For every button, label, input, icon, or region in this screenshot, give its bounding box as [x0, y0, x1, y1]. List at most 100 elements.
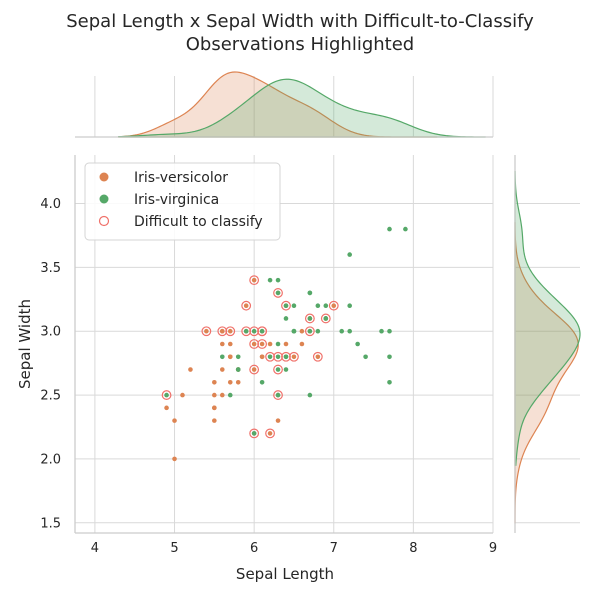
point-virginica [387, 380, 392, 385]
point-virginica [323, 316, 329, 321]
point-difficult [281, 351, 291, 362]
point-virginica [323, 303, 329, 308]
point-versicolor [227, 341, 233, 347]
y-tick-label: 1.5 [40, 516, 61, 531]
right-density-versicolor [514, 222, 579, 524]
point-virginica [387, 354, 392, 360]
point-versicolor [212, 392, 217, 398]
point-versicolor [315, 354, 321, 360]
point-virginica [307, 316, 313, 321]
point-difficult [304, 326, 315, 337]
point-difficult [304, 313, 315, 324]
point-virginica [275, 392, 281, 398]
point-difficult [249, 326, 260, 337]
chart-title-line-2: Observations Highlighted [186, 34, 414, 55]
scatter-points [161, 226, 408, 462]
point-virginica [387, 328, 392, 334]
point-virginica [379, 328, 384, 334]
point-difficult [249, 275, 260, 286]
point-versicolor [259, 354, 265, 360]
point-difficult [312, 351, 323, 362]
point-virginica [291, 328, 297, 334]
point-difficult [328, 300, 339, 311]
point-virginica [307, 392, 313, 398]
point-virginica [275, 290, 281, 296]
point-versicolor [219, 392, 225, 398]
point-difficult [249, 428, 260, 439]
point-versicolor [291, 354, 297, 360]
top-density-virginica [118, 78, 486, 138]
point-difficult [257, 326, 268, 337]
point-virginica [403, 226, 408, 232]
x-tick-label: 6 [250, 541, 258, 556]
x-tick-label: 5 [170, 541, 178, 556]
point-virginica [347, 252, 352, 257]
point-difficult [225, 326, 236, 337]
point-difficult [273, 288, 283, 298]
point-virginica [243, 328, 249, 334]
point-versicolor [227, 328, 233, 334]
point-virginica [251, 328, 257, 334]
point-difficult [281, 300, 291, 311]
y-tick-label: 2.5 [40, 389, 61, 404]
point-difficult [201, 326, 212, 337]
point-versicolor [243, 303, 249, 308]
point-versicolor [180, 392, 185, 398]
point-virginica [267, 354, 273, 360]
point-versicolor [219, 367, 225, 372]
point-versicolor [259, 341, 265, 347]
y-tick-label: 3.5 [40, 261, 61, 276]
legend-marker-virginica [99, 194, 109, 204]
legend-box [84, 162, 281, 241]
point-versicolor [251, 277, 257, 283]
point-difficult [241, 326, 252, 337]
point-virginica [283, 316, 289, 321]
point-virginica [355, 341, 360, 347]
x-tick-label: 8 [409, 541, 417, 556]
point-versicolor [267, 431, 273, 436]
point-virginica [259, 328, 265, 334]
y-axis-title: Sepal Width [16, 299, 34, 389]
point-virginica [275, 354, 281, 360]
legend-marker-difficult [98, 215, 110, 227]
point-virginica [387, 226, 392, 232]
point-virginica [259, 380, 265, 385]
point-versicolor [212, 380, 217, 385]
point-versicolor [164, 405, 169, 411]
point-virginica [339, 328, 345, 334]
point-versicolor [219, 341, 225, 347]
point-versicolor [283, 341, 289, 347]
point-versicolor [299, 341, 305, 347]
point-versicolor [299, 328, 305, 334]
point-virginica [235, 354, 241, 360]
x-tick-label: 4 [91, 541, 99, 556]
point-virginica [347, 303, 352, 308]
point-virginica [315, 328, 321, 334]
point-versicolor [172, 418, 177, 423]
point-versicolor [267, 341, 273, 347]
point-virginica [235, 367, 241, 372]
point-virginica [164, 392, 169, 398]
legend-label-difficult: Difficult to classify [134, 214, 263, 230]
point-virginica [283, 367, 289, 372]
point-difficult [257, 339, 268, 349]
point-virginica [283, 303, 289, 308]
legend-label-versicolor: Iris-versicolor [134, 170, 228, 186]
point-virginica [307, 290, 313, 296]
point-difficult [265, 351, 275, 362]
point-difficult [289, 351, 299, 362]
legend-label-virginica: Iris-virginica [134, 192, 219, 208]
legend: Iris-versicolor Iris-virginica Difficult… [84, 162, 281, 241]
point-difficult [273, 390, 283, 400]
point-versicolor [251, 367, 257, 372]
chart-title-line-1: Sepal Length x Sepal Width with Difficul… [66, 11, 534, 32]
point-difficult [265, 428, 275, 439]
point-virginica [275, 341, 281, 347]
right-marginal-density [514, 155, 581, 533]
point-versicolor [172, 456, 177, 462]
x-tick-label: 7 [330, 541, 338, 556]
point-virginica [315, 303, 321, 308]
point-difficult [241, 300, 252, 311]
point-difficult [320, 313, 331, 324]
